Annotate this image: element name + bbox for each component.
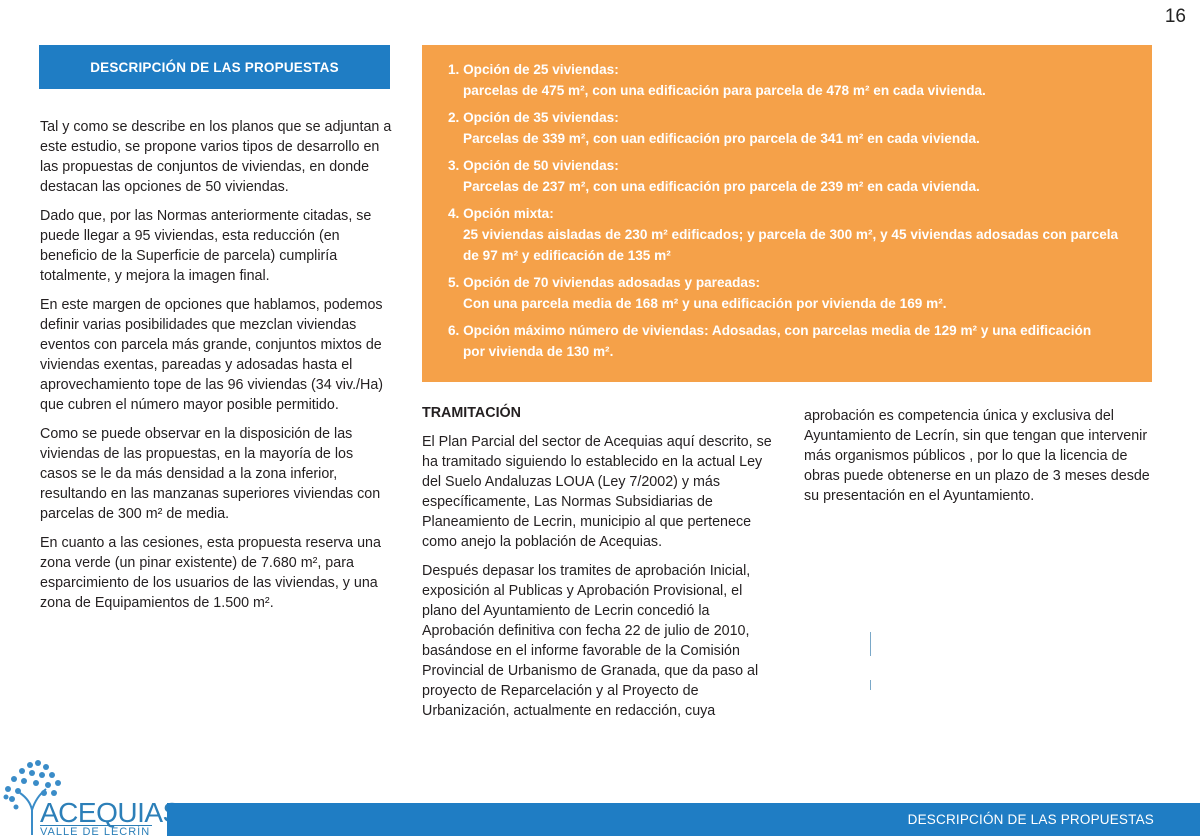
option-detail: Con una parcela media de 168 m² y una ed… bbox=[463, 296, 947, 311]
option-detail: Parcelas de 237 m², con una edificación … bbox=[463, 179, 980, 194]
option-item: 5. Opción de 70 viviendas adosadas y par… bbox=[448, 272, 1132, 314]
divider bbox=[870, 632, 871, 656]
option-title: 3. Opción de 50 viviendas: bbox=[448, 158, 619, 173]
divider bbox=[870, 680, 871, 690]
option-detail: por vivienda de 130 m². bbox=[463, 344, 614, 359]
option-title: 4. Opción mixta: bbox=[448, 206, 554, 221]
logo-name: ACEQUIAS bbox=[40, 797, 181, 828]
options-list: 1. Opción de 25 viviendas: parcelas de 47… bbox=[422, 45, 1152, 362]
paragraph: En este margen de opciones que hablamos,… bbox=[40, 297, 384, 413]
tree-icon bbox=[3, 760, 61, 835]
option-detail: Parcelas de 339 m², con uan edificación … bbox=[463, 131, 980, 146]
right-column: aprobación es competencia única y exclus… bbox=[804, 406, 1156, 515]
option-item: 2. Opción de 35 viviendas: Parcelas de 33… bbox=[448, 107, 1132, 149]
footer-label: DESCRIPCIÓN DE LAS PROPUESTAS bbox=[907, 812, 1154, 827]
acequias-logo: ACEQUIAS VALLE DE LECRÍN bbox=[0, 755, 181, 838]
footer-bar: DESCRIPCIÓN DE LAS PROPUESTAS bbox=[167, 803, 1200, 836]
paragraph: Como se puede observar en la disposición… bbox=[40, 426, 381, 522]
logo-subtitle: VALLE DE LECRÍN bbox=[40, 825, 152, 838]
section-header: DESCRIPCIÓN DE LAS PROPUESTAS bbox=[39, 45, 390, 89]
paragraph: Dado que, por las Normas anteriormente c… bbox=[40, 208, 372, 284]
page-number: 16 bbox=[1164, 6, 1186, 27]
paragraph: aprobación es competencia única y exclus… bbox=[804, 408, 1150, 504]
section-heading: TRAMITACIÓN bbox=[422, 405, 522, 421]
option-title: 5. Opción de 70 viviendas adosadas y par… bbox=[448, 275, 761, 290]
option-item: 3. Opción de 50 viviendas: Parcelas de 23… bbox=[448, 155, 1132, 197]
option-detail: parcelas de 475 m², con una edificación … bbox=[463, 83, 986, 98]
option-item: 1. Opción de 25 viviendas: parcelas de 47… bbox=[448, 59, 1132, 101]
paragraph: Después depasar los tramites de aprobaci… bbox=[422, 563, 759, 719]
options-box: 1. Opción de 25 viviendas: parcelas de 47… bbox=[422, 45, 1152, 382]
option-title: 1. Opción de 25 viviendas: bbox=[448, 62, 619, 77]
left-column: Tal y como se describe en los planos que… bbox=[40, 117, 392, 622]
middle-column: TRAMITACIÓN El Plan Parcial del sector d… bbox=[422, 403, 774, 730]
paragraph: El Plan Parcial del sector de Acequias a… bbox=[422, 434, 772, 550]
option-item: 6. Opción máximo número de viviendas: Ad… bbox=[448, 320, 1132, 362]
paragraph: En cuanto a las cesiones, esta propuesta… bbox=[40, 535, 381, 611]
option-title: 2. Opción de 35 viviendas: bbox=[448, 110, 619, 125]
option-item: 4. Opción mixta: 25 viviendas aisladas de… bbox=[448, 203, 1132, 266]
option-title: 6. Opción máximo número de viviendas: Ad… bbox=[448, 323, 1092, 338]
paragraph: Tal y como se describe en los planos que… bbox=[40, 119, 392, 195]
option-detail: 25 viviendas aisladas de 230 m² edificad… bbox=[463, 227, 1119, 263]
